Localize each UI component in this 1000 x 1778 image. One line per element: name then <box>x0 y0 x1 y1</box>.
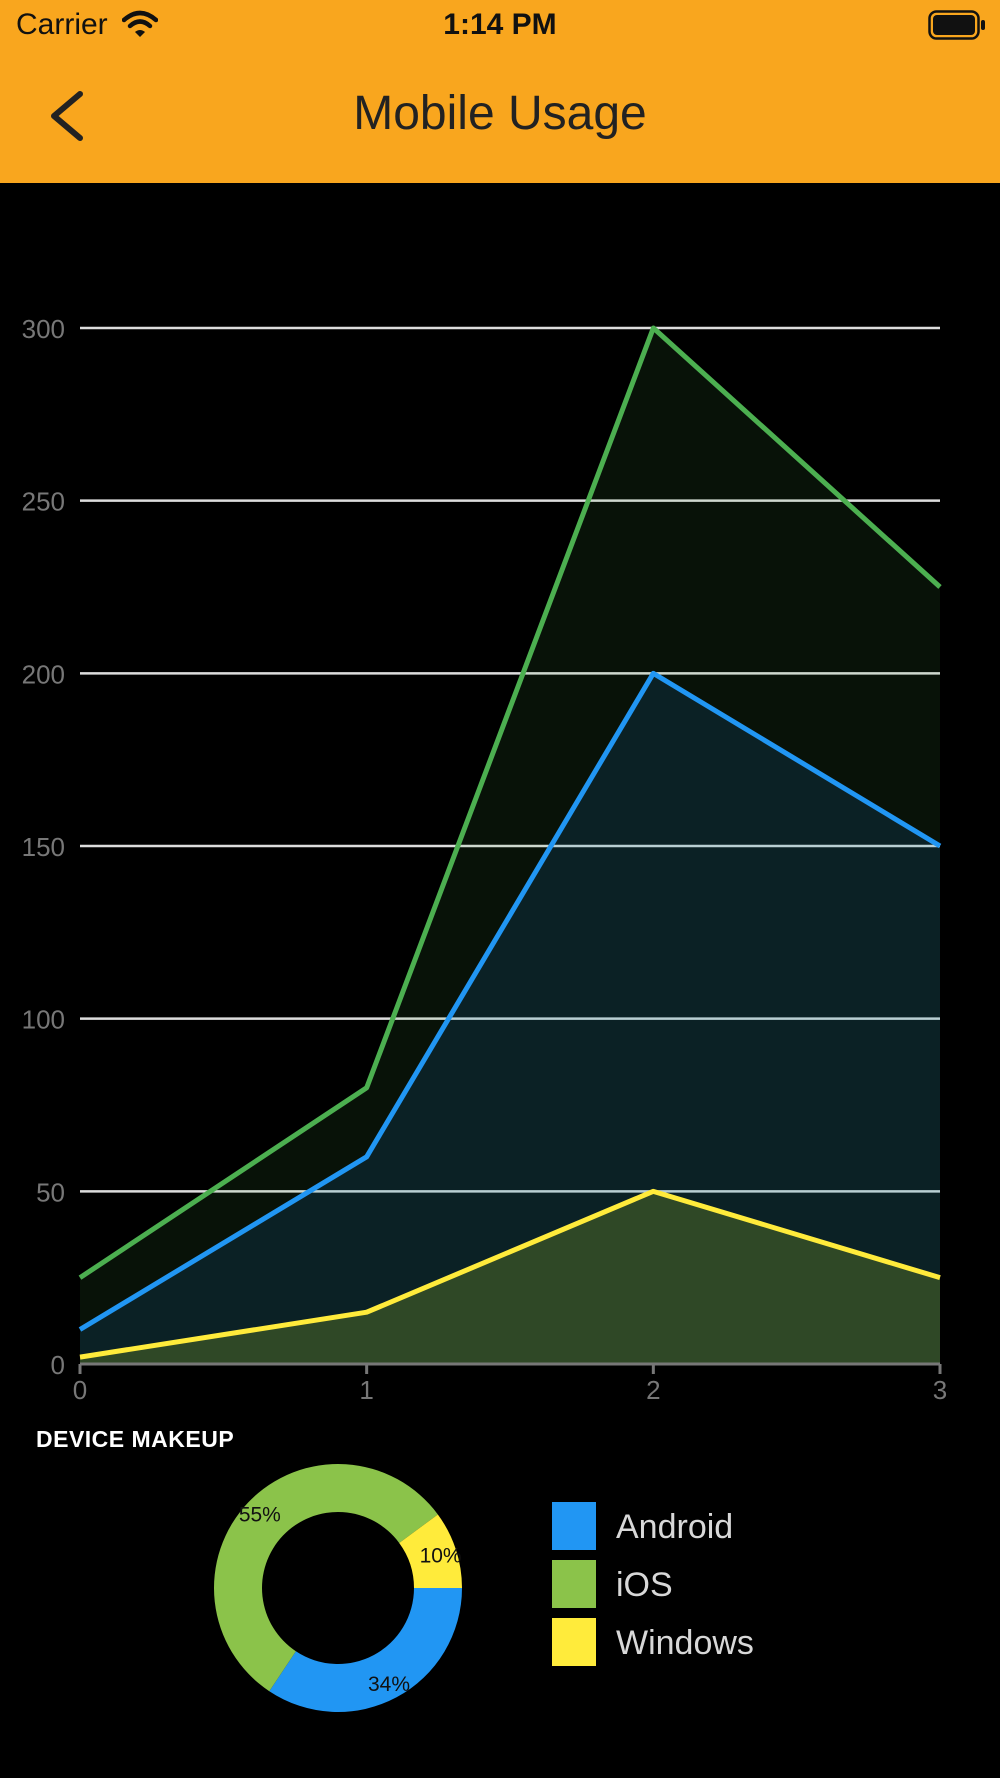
wifi-icon <box>122 10 158 37</box>
x-tick-label: 1 <box>359 1375 373 1405</box>
y-tick-label: 250 <box>22 487 65 517</box>
donut-label-windows: 10% <box>420 1544 462 1567</box>
series-line-windows <box>79 1188 941 1360</box>
legend-label: Android <box>616 1508 734 1546</box>
series-line-android <box>78 670 942 1332</box>
donut-slice-windows <box>399 1514 462 1588</box>
legend-label: Windows <box>616 1624 754 1662</box>
battery-icon <box>928 10 985 40</box>
status-time: 1:14 PM <box>443 8 557 41</box>
y-tick-label: 150 <box>22 832 65 862</box>
back-button[interactable] <box>44 88 94 144</box>
x-tick-label: 2 <box>646 1375 660 1405</box>
donut-chart: 34% 55% 10% <box>213 1464 462 1712</box>
area-fill-windows <box>80 1191 940 1364</box>
x-tick-label: 0 <box>73 1375 87 1405</box>
chevron-left-icon <box>51 91 83 141</box>
series-line-ios <box>78 325 942 1280</box>
donut-slice-android <box>269 1588 462 1712</box>
donut-label-android: 34% <box>368 1673 410 1696</box>
app-header: Carrier 1:14 PM Mobile Usage <box>0 0 1000 183</box>
status-carrier: Carrier <box>16 8 108 41</box>
donut-label-ios: 55% <box>239 1503 281 1526</box>
y-tick-label: 100 <box>22 1005 65 1035</box>
donut-slice-ios <box>213 1464 438 1692</box>
area-chart: 0 50 100 150 200 250 300 0 1 2 3 <box>22 314 948 1405</box>
y-tick-label: 0 <box>51 1350 65 1380</box>
legend-swatch <box>552 1560 596 1608</box>
legend-label: iOS <box>616 1566 673 1604</box>
area-fill-ios <box>80 328 940 1364</box>
y-tick-label: 200 <box>22 659 65 689</box>
device-makeup-title: DEVICE MAKEUP <box>36 1426 235 1452</box>
x-tick-label: 3 <box>933 1375 947 1405</box>
legend-swatch <box>552 1502 596 1550</box>
page-title: Mobile Usage <box>353 87 647 140</box>
legend-swatch <box>552 1618 596 1666</box>
y-tick-label: 300 <box>22 314 65 344</box>
y-tick-label: 50 <box>36 1177 65 1207</box>
area-fill-android <box>80 673 940 1364</box>
